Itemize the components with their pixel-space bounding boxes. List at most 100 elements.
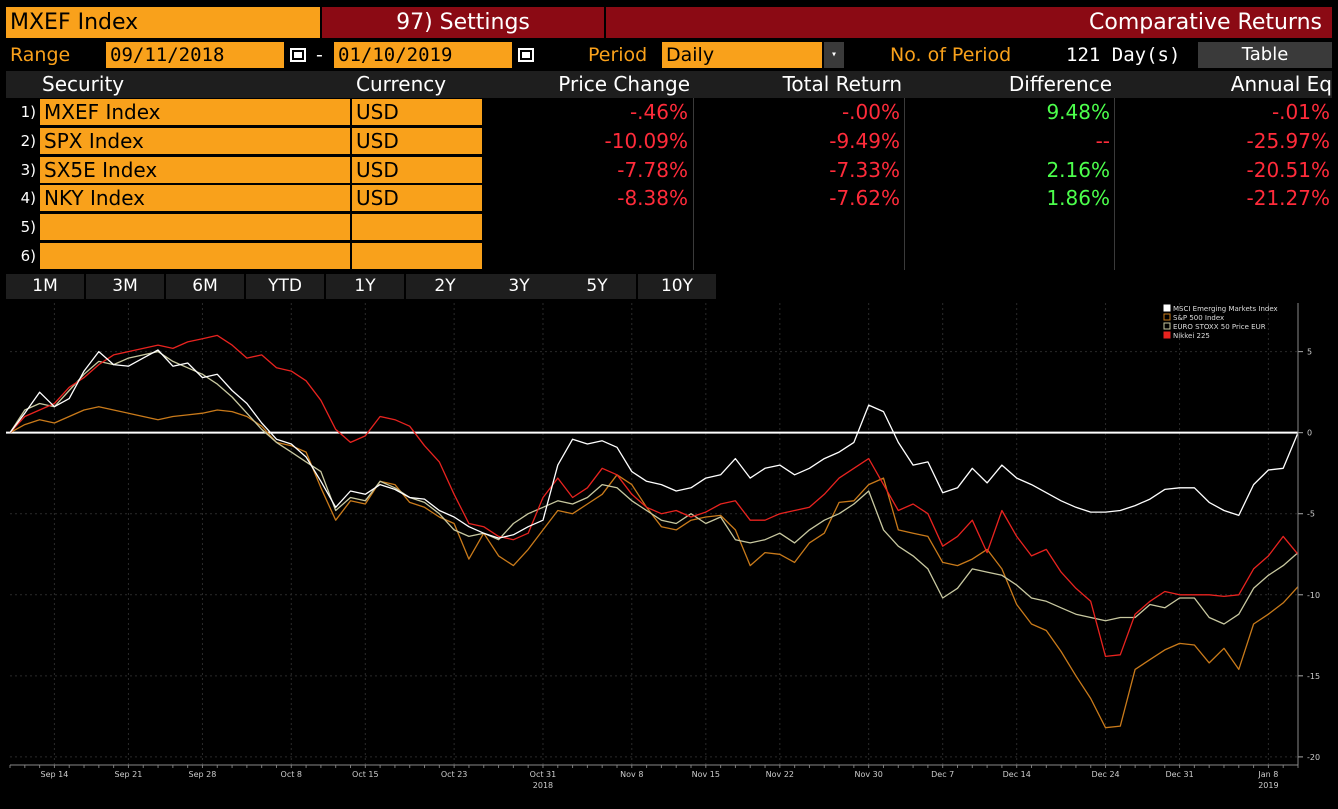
legend-label: MSCI Emerging Markets Index: [1173, 305, 1278, 313]
legend-label: EURO STOXX 50 Price EUR: [1173, 323, 1266, 331]
security-cell[interactable]: [40, 214, 350, 240]
annual-eq-cell: [1116, 243, 1332, 269]
x-year-label: 2019: [1258, 781, 1278, 790]
price-change-cell: [490, 243, 690, 269]
x-tick-label: Dec 7: [931, 770, 954, 779]
page-title: Comparative Returns: [606, 7, 1332, 38]
series-line-2[interactable]: [9, 350, 1299, 625]
security-cell[interactable]: SPX Index: [40, 128, 350, 154]
legend-label: Nikkei 225: [1173, 332, 1210, 340]
y-tick-label: -5: [1307, 510, 1315, 519]
security-cell[interactable]: [40, 243, 350, 269]
x-tick-label: Nov 22: [766, 770, 794, 779]
settings-button[interactable]: 97) Settings: [322, 7, 604, 38]
x-year-label: 2018: [533, 781, 553, 790]
series-line-0[interactable]: [9, 349, 1299, 539]
annual-eq-cell: -20.51%: [1246, 158, 1330, 182]
annual-eq-cell: -.01%: [1271, 100, 1330, 124]
total-return-cell: [696, 243, 902, 269]
table-button[interactable]: Table: [1198, 42, 1332, 68]
x-tick-label: Jan 8: [1257, 770, 1278, 779]
legend-swatch: [1163, 322, 1171, 330]
currency-cell[interactable]: USD: [352, 185, 482, 211]
row-number: 2): [20, 132, 36, 150]
table-header: [6, 71, 1332, 98]
annual-eq-cell: [1116, 214, 1332, 240]
tab-ytd[interactable]: YTD: [246, 274, 324, 299]
y-tick-label: 5: [1307, 348, 1312, 357]
x-tick-label: Sep 28: [189, 770, 217, 779]
tab-1m[interactable]: 1M: [6, 274, 84, 299]
x-tick-label: Oct 23: [441, 770, 468, 779]
price-change-cell: -10.09%: [604, 129, 688, 153]
ticker-field[interactable]: MXEF Index: [6, 7, 320, 38]
tab-1y[interactable]: 1Y: [326, 274, 404, 299]
header-difference[interactable]: Difference: [1008, 72, 1112, 96]
row-number: 3): [20, 161, 36, 179]
tab-10y[interactable]: 10Y: [638, 274, 716, 299]
header-total-return[interactable]: Total Return: [782, 72, 902, 96]
tab-3m[interactable]: 3M: [86, 274, 164, 299]
x-tick-label: Sep 14: [41, 770, 69, 779]
row-number: 1): [20, 103, 36, 121]
legend-swatch: [1163, 304, 1171, 312]
x-tick-label: Nov 30: [854, 770, 882, 779]
period-dropdown[interactable]: Daily: [662, 42, 822, 68]
tab-5y[interactable]: 5Y: [558, 274, 636, 299]
tab-2y[interactable]: 2Y: [406, 274, 484, 299]
total-return-cell: -7.33%: [829, 158, 900, 182]
series-line-3[interactable]: [9, 334, 1299, 658]
header-annual-eq[interactable]: Annual Eq: [1230, 72, 1332, 96]
series-line-1[interactable]: [9, 406, 1299, 729]
security-cell[interactable]: NKY Index: [40, 185, 350, 211]
x-tick-label: Oct 8: [281, 770, 302, 779]
calendar-icon[interactable]: [518, 48, 534, 62]
range-label: Range: [10, 44, 71, 66]
calendar-icon[interactable]: [290, 48, 306, 62]
difference-cell: [906, 243, 1112, 269]
currency-cell[interactable]: [352, 243, 482, 269]
annual-eq-cell: -25.97%: [1246, 129, 1330, 153]
x-tick-label: Nov 15: [692, 770, 720, 779]
tab-6m[interactable]: 6M: [166, 274, 244, 299]
header-security[interactable]: Security: [42, 72, 125, 96]
difference-cell: --: [1095, 129, 1110, 153]
security-cell[interactable]: SX5E Index: [40, 157, 350, 183]
price-change-cell: [490, 214, 690, 240]
period-label: Period: [588, 44, 648, 66]
annual-eq-cell: -21.27%: [1246, 186, 1330, 210]
legend-swatch: [1163, 331, 1171, 339]
currency-cell[interactable]: USD: [352, 99, 482, 125]
y-tick-label: 0: [1307, 429, 1312, 438]
difference-cell: 9.48%: [1046, 100, 1110, 124]
y-tick-label: -10: [1307, 591, 1320, 600]
date-separator: -: [316, 44, 323, 66]
x-tick-label: Nov 8: [620, 770, 643, 779]
price-change-cell: -.46%: [629, 100, 688, 124]
row-number: 5): [20, 218, 36, 236]
header-currency[interactable]: Currency: [356, 72, 447, 96]
column-divider: [1114, 98, 1115, 270]
y-tick-label: -20: [1307, 753, 1320, 762]
difference-cell: 1.86%: [1046, 186, 1110, 210]
currency-cell[interactable]: [352, 214, 482, 240]
x-tick-label: Sep 21: [115, 770, 143, 779]
tab-3y[interactable]: 3Y: [480, 274, 558, 299]
security-cell[interactable]: MXEF Index: [40, 99, 350, 125]
end-date-field[interactable]: 01/10/2019: [334, 42, 512, 68]
x-tick-label: Dec 24: [1091, 770, 1119, 779]
total-return-cell: -9.49%: [829, 129, 900, 153]
num-period-value: 121 Day(s): [1066, 44, 1181, 66]
returns-chart[interactable]: 5 0 -5 -10 -15 -20 Sep 14 Sep 21 Sep 28 Oct 8 Oct …: [6, 299, 1332, 795]
difference-cell: [906, 214, 1112, 240]
legend-label: S&P 500 Index: [1173, 314, 1224, 322]
header-price-change[interactable]: Price Change: [558, 72, 690, 96]
legend-swatch: [1163, 313, 1171, 321]
start-date-field[interactable]: 09/11/2018: [106, 42, 284, 68]
x-tick-label: Dec 31: [1165, 770, 1193, 779]
currency-cell[interactable]: USD: [352, 157, 482, 183]
difference-cell: 2.16%: [1046, 158, 1110, 182]
x-tick-label: Oct 15: [352, 770, 379, 779]
currency-cell[interactable]: USD: [352, 128, 482, 154]
chevron-down-icon[interactable]: ▾: [824, 42, 844, 68]
